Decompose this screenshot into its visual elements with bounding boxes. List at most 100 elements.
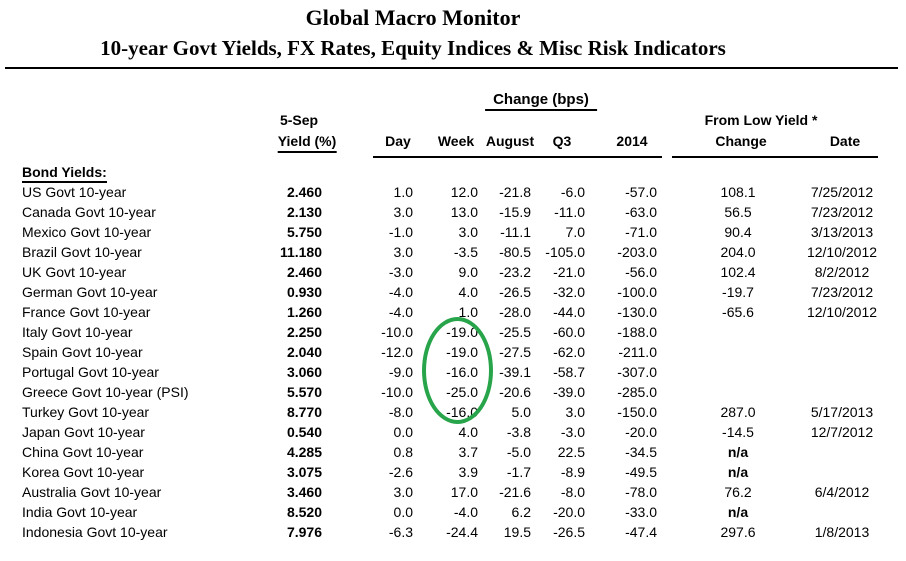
cell-change: 56.5: [724, 204, 752, 220]
cell-label: UK Govt 10-year: [22, 264, 127, 280]
cell-week: 13.0: [450, 204, 478, 220]
cell-august: 5.0: [511, 404, 531, 420]
cell-spacer: [657, 262, 676, 282]
cell-august: -80.5: [499, 244, 531, 260]
table-row: France Govt 10-year 1.260 -4.0 1.0 -28.0 -44.…: [0, 302, 906, 322]
table-row: Indonesia Govt 10-year 7.976 -6.3 -24.4 19.5…: [0, 522, 906, 542]
cell-date: 8/2/2012: [814, 264, 870, 280]
cell-y2014: -211.0: [618, 344, 657, 360]
title-divider: [5, 67, 898, 69]
table-row: Australia Govt 10-year 3.460 3.0 17.0 -21.6 -…: [0, 482, 906, 502]
cell-spacer: [657, 282, 676, 302]
cell-y2014: -63.0: [625, 204, 657, 220]
cell-spacer: [657, 422, 676, 442]
cell-spacer: [657, 382, 676, 402]
cell-q3: 22.5: [557, 444, 585, 460]
column-group-header-from-low-yield: From Low Yield *: [704, 112, 818, 128]
cell-y2014: -33.0: [625, 504, 657, 520]
cell-august: -27.5: [499, 344, 531, 360]
cell-q3: -26.5: [553, 524, 585, 540]
cell-q3: -44.0: [553, 304, 585, 320]
cell-spacer: [657, 202, 676, 222]
cell-change: [676, 362, 800, 382]
cell-day: -3.0: [388, 264, 413, 280]
cell-label: Australia Govt 10-year: [22, 484, 162, 500]
cell-spacer: [657, 482, 676, 502]
cell-day: 3.0: [393, 204, 413, 220]
cell-day: 3.0: [393, 244, 413, 260]
cell-q3: -58.7: [553, 364, 585, 380]
cell-q3: 7.0: [565, 224, 585, 240]
column-header-week: Week: [437, 133, 475, 149]
cell-q3: -8.9: [560, 464, 585, 480]
cell-change: 287.0: [720, 404, 756, 420]
cell-day: -10.0: [381, 384, 413, 400]
cell-y2014: -100.0: [617, 284, 657, 300]
cell-date: 7/23/2012: [810, 284, 874, 300]
cell-august: -5.0: [506, 444, 531, 460]
cell-change: 108.1: [720, 184, 756, 200]
column-header-2014: 2014: [616, 133, 648, 149]
cell-yield: 1.260: [286, 304, 322, 320]
cell-spacer: [657, 442, 676, 462]
cell-spacer: [657, 522, 676, 542]
cell-august: -28.0: [499, 304, 531, 320]
cell-y2014: -78.0: [625, 484, 657, 500]
cell-day: 3.0: [393, 484, 413, 500]
cell-yield: 2.250: [286, 324, 322, 340]
cell-y2014: -47.4: [625, 524, 657, 540]
cell-date: 7/23/2012: [810, 204, 874, 220]
cell-change: 297.6: [720, 524, 756, 540]
cell-week: 17.0: [450, 484, 478, 500]
cell-day: -8.0: [388, 404, 413, 420]
cell-date: [800, 342, 884, 362]
cell-august: 19.5: [503, 524, 531, 540]
column-header-q3: Q3: [552, 133, 572, 149]
cell-q3: -6.0: [560, 184, 585, 200]
section-title-bond-yields: Bond Yields:: [22, 163, 107, 183]
cell-week: 1.0: [458, 304, 478, 320]
table-row: Brazil Govt 10-year 11.180 3.0 -3.5 -80.5 -10…: [0, 242, 906, 262]
cell-week: 3.9: [458, 464, 478, 480]
cell-week: -3.5: [453, 244, 478, 260]
page-subtitle: 10-year Govt Yields, FX Rates, Equity In…: [100, 36, 726, 60]
cell-spacer: [657, 242, 676, 262]
table-row: Portugal Govt 10-year 3.060 -9.0 -16.0 -39.1…: [0, 362, 906, 382]
cell-label: Canada Govt 10-year: [22, 204, 156, 220]
cell-label: Turkey Govt 10-year: [22, 404, 150, 420]
cell-y2014: -188.0: [617, 324, 657, 340]
cell-date: 12/7/2012: [810, 424, 874, 440]
cell-q3: -60.0: [553, 324, 585, 340]
cell-day: -2.6: [388, 464, 413, 480]
cell-y2014: -130.0: [617, 304, 657, 320]
table-row: US Govt 10-year 2.460 1.0 12.0 -21.8 -6.0 -57.…: [0, 182, 906, 202]
cell-spacer: [657, 182, 676, 202]
table-row: India Govt 10-year 8.520 0.0 -4.0 6.2 -20.0 -3…: [0, 502, 906, 522]
cell-day: 0.8: [393, 444, 413, 460]
column-header-day: Day: [385, 133, 411, 149]
cell-date: [800, 382, 884, 402]
table-row: UK Govt 10-year 2.460 -3.0 9.0 -23.2 -21.0 -56…: [0, 262, 906, 282]
cell-label: US Govt 10-year: [22, 184, 127, 200]
cell-august: -1.7: [506, 464, 531, 480]
cell-y2014: -203.0: [617, 244, 657, 260]
cell-date: 12/10/2012: [806, 304, 878, 320]
cell-q3: -11.0: [554, 204, 585, 220]
cell-y2014: -285.0: [617, 384, 657, 400]
cell-change: 76.2: [724, 484, 752, 500]
cell-label: German Govt 10-year: [22, 284, 158, 300]
table-row: Korea Govt 10-year 3.075 -2.6 3.9 -1.7 -8.9 -4…: [0, 462, 906, 482]
cell-label: France Govt 10-year: [22, 304, 151, 320]
cell-day: -9.0: [388, 364, 413, 380]
cell-yield: 3.075: [286, 464, 322, 480]
cell-august: -23.2: [499, 264, 531, 280]
cell-spacer: [657, 502, 676, 522]
cell-label: Korea Govt 10-year: [22, 464, 145, 480]
cell-yield: 8.520: [286, 504, 322, 520]
cell-q3: -105.0: [545, 244, 585, 260]
cell-week: -4.0: [453, 504, 478, 520]
cell-y2014: -34.5: [625, 444, 657, 460]
cell-day: -10.0: [381, 324, 413, 340]
cell-change: [676, 382, 800, 402]
cell-august: -26.5: [499, 284, 531, 300]
